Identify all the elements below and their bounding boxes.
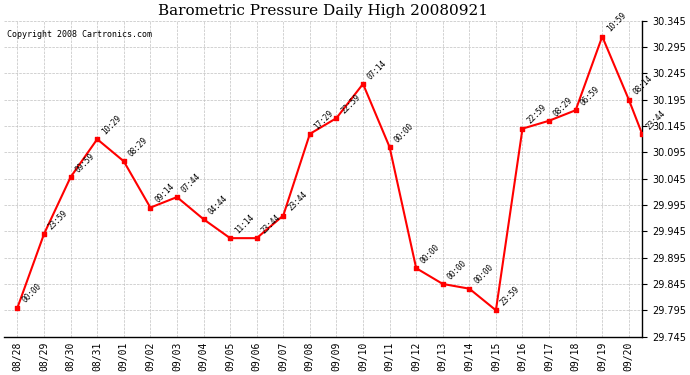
Point	[145, 205, 156, 211]
Text: 23:59: 23:59	[47, 209, 70, 231]
Text: 09:14: 09:14	[153, 182, 176, 205]
Point	[384, 144, 395, 150]
Point	[171, 194, 182, 200]
Text: 10:59: 10:59	[605, 11, 628, 34]
Point	[65, 174, 76, 180]
Text: 07:44: 07:44	[179, 172, 202, 194]
Point	[544, 118, 555, 124]
Point	[437, 281, 448, 287]
Text: 08:29: 08:29	[552, 95, 575, 118]
Point	[331, 115, 342, 121]
Point	[491, 307, 502, 313]
Text: 11:14: 11:14	[233, 213, 255, 236]
Text: 23:59: 23:59	[499, 285, 522, 308]
Point	[12, 304, 23, 310]
Text: 10:29: 10:29	[100, 114, 123, 136]
Text: 00:00: 00:00	[20, 282, 43, 305]
Text: 00:00: 00:00	[446, 258, 469, 281]
Point	[597, 33, 608, 39]
Point	[92, 136, 103, 142]
Point	[304, 131, 315, 137]
Point	[278, 213, 289, 219]
Point	[39, 231, 50, 237]
Text: 08:29: 08:29	[126, 136, 149, 159]
Text: 08:14: 08:14	[631, 74, 654, 97]
Point	[637, 131, 648, 137]
Text: 00:00: 00:00	[419, 243, 442, 266]
Point	[623, 97, 634, 103]
Text: 23:44: 23:44	[645, 108, 668, 131]
Text: 22:59: 22:59	[339, 93, 362, 116]
Point	[224, 235, 235, 241]
Point	[357, 81, 368, 87]
Text: 00:00: 00:00	[393, 122, 415, 144]
Point	[517, 126, 528, 132]
Text: 23:44: 23:44	[286, 190, 308, 213]
Point	[118, 158, 129, 164]
Point	[464, 286, 475, 292]
Text: 07:14: 07:14	[366, 58, 388, 81]
Point	[251, 235, 262, 241]
Point	[570, 107, 581, 113]
Text: 23:44: 23:44	[259, 213, 282, 236]
Point	[411, 265, 422, 271]
Title: Barometric Pressure Daily High 20080921: Barometric Pressure Daily High 20080921	[158, 4, 488, 18]
Text: Copyright 2008 Cartronics.com: Copyright 2008 Cartronics.com	[8, 30, 152, 39]
Text: 06:59: 06:59	[578, 85, 601, 108]
Text: 00:00: 00:00	[472, 263, 495, 286]
Text: 17:29: 17:29	[313, 108, 335, 131]
Text: 04:44: 04:44	[206, 194, 229, 216]
Text: 09:59: 09:59	[73, 152, 96, 174]
Point	[198, 216, 209, 222]
Text: 22:59: 22:59	[525, 103, 548, 126]
